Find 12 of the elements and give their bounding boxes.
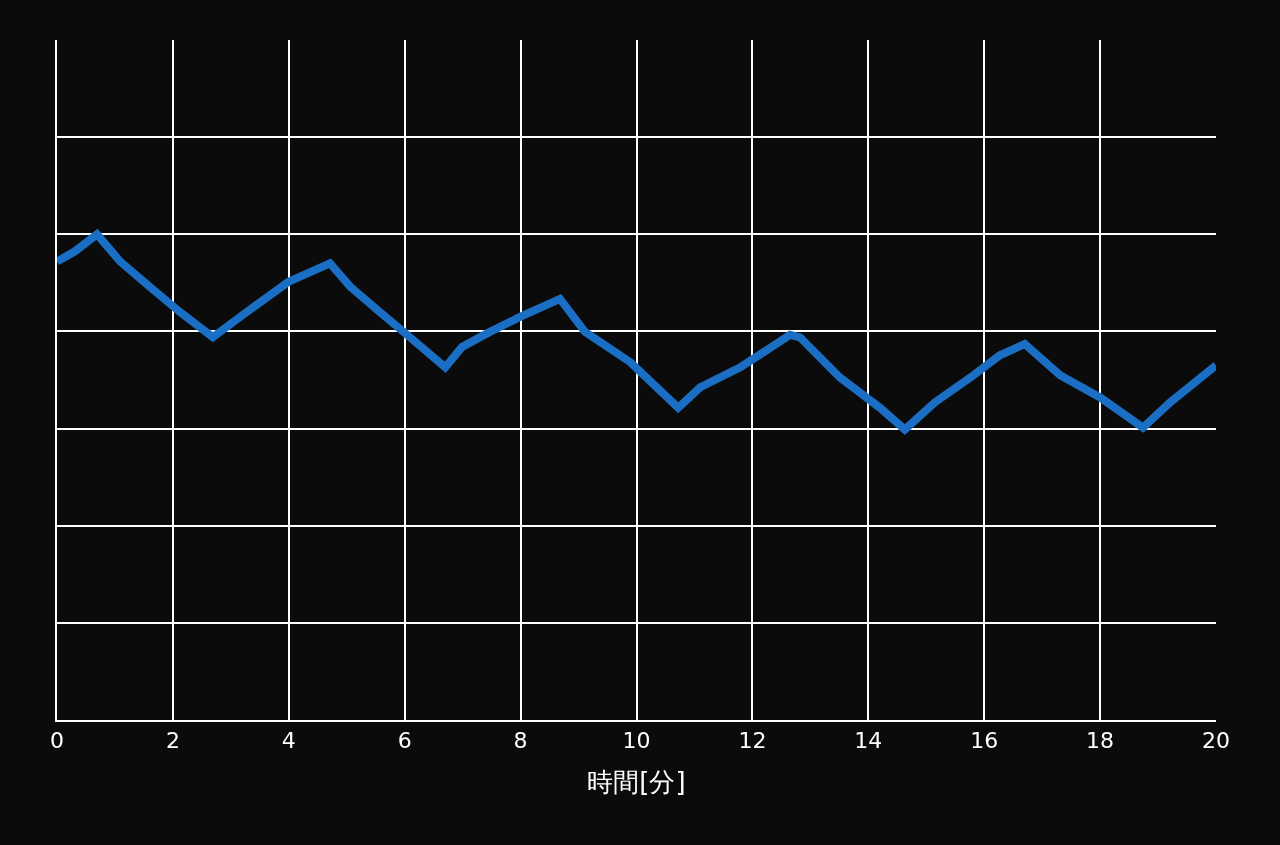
x-tick-label: 18 (1086, 728, 1115, 754)
x-tick-label: 0 (50, 728, 64, 754)
x-tick-label: 14 (854, 728, 883, 754)
x-tick-label: 12 (738, 728, 767, 754)
x-tick-label: 6 (397, 728, 412, 754)
x-tick-label: 20 (1202, 728, 1230, 754)
x-tick-label: 4 (281, 728, 296, 754)
x-tick-label: 10 (622, 728, 651, 754)
x-tick-label: 16 (970, 728, 999, 754)
x-axis-title: 時間[分] (587, 766, 686, 797)
x-tick-label: 8 (513, 728, 528, 754)
x-tick-label: 2 (165, 728, 180, 754)
